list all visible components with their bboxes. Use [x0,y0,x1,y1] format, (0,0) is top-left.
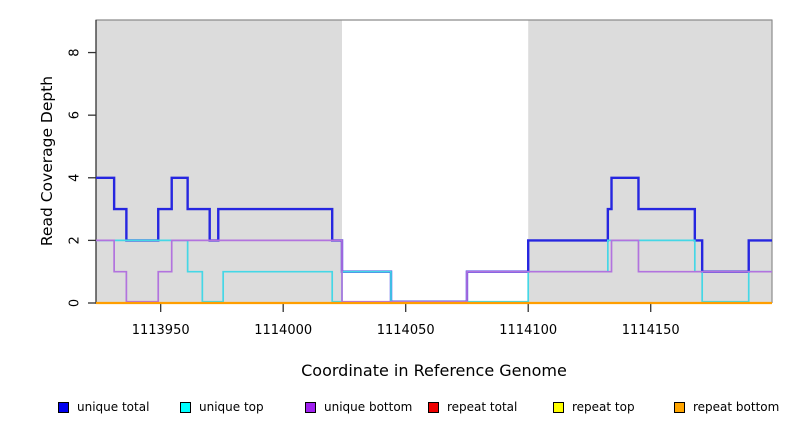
y-tick-label: 8 [68,48,83,56]
y-tick-label: 4 [68,174,83,182]
legend-swatch-unique-top [180,401,191,413]
legend-swatch-unique-bottom [305,401,316,413]
legend-label: unique bottom [324,400,413,414]
legend-swatch-repeat-top [553,401,564,413]
coverage-plot: 0 2 4 6 8 1113950 1114000 1114050 1114100 1114150 [68,19,773,338]
legend-item-repeat-bottom: repeat bottom [674,397,779,417]
shaded-region-left [96,20,342,303]
legend-label: unique total [77,400,150,414]
series-unique-top [96,239,772,303]
legend-swatch-repeat-bottom [674,401,685,413]
legend-label: repeat bottom [693,400,780,414]
x-tick-label: 1114050 [377,323,435,338]
y-tick-label: 6 [68,111,83,119]
x-tick-label: 1114150 [622,323,680,338]
legend-label: unique top [199,400,264,414]
series-unique-bottom [96,239,772,303]
y-tick-label: 0 [68,299,83,307]
legend-item-repeat-top: repeat top [553,397,635,417]
legend-label: repeat top [572,400,635,414]
legend-swatch-repeat-total [428,401,439,413]
x-tick-label: 1114000 [254,323,312,338]
y-axis-title: Read Coverage Depth [38,75,56,247]
legend-item-unique-bottom: unique bottom [305,397,412,417]
legend-label: repeat total [447,400,518,414]
shaded-region-right [528,20,772,303]
legend-item-repeat-total: repeat total [428,397,517,417]
legend-item-unique-top: unique top [180,397,264,417]
x-tick-label: 1114100 [499,323,557,338]
x-tick-label: 1113950 [132,323,190,338]
legend-swatch-unique-total [58,401,69,413]
y-tick-label: 2 [68,236,83,244]
legend-item-unique-total: unique total [58,397,149,417]
legend: unique total unique top unique bottom repea… [0,397,792,419]
x-axis-title: Coordinate in Reference Genome [301,361,567,380]
